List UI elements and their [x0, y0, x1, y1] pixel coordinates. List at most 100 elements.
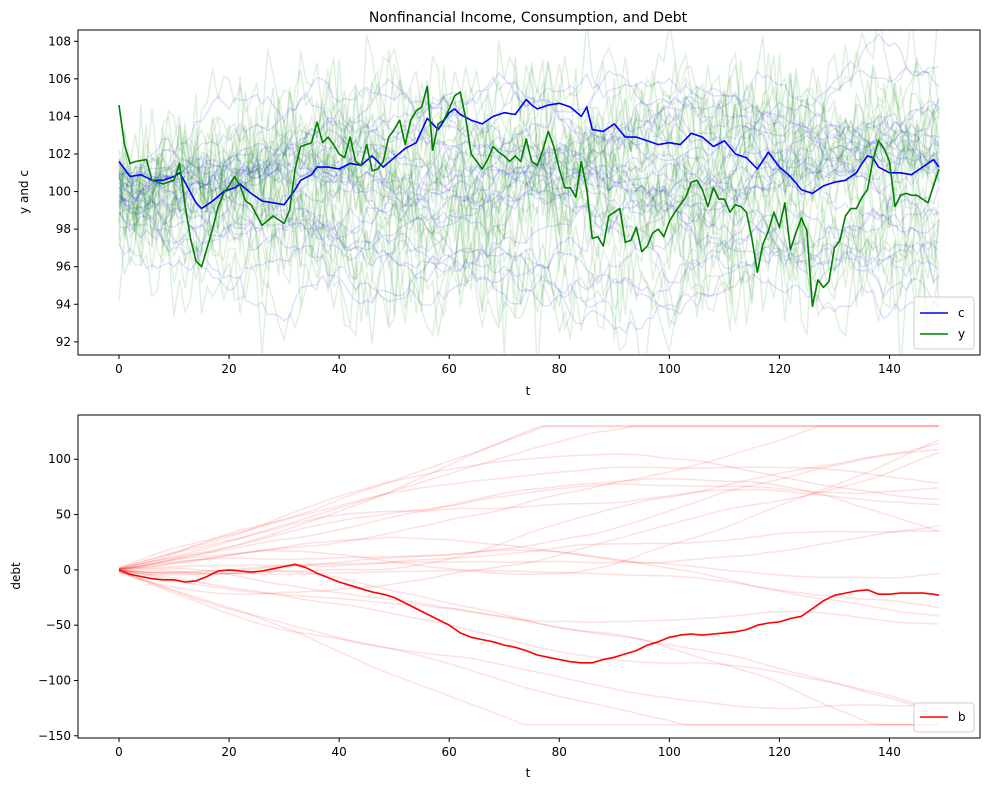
top-x-tick-label: 120 — [768, 362, 791, 376]
background-path-c — [118, 102, 940, 233]
background-path-b — [118, 571, 939, 710]
background-path-b — [118, 466, 940, 570]
bottom-x-tick-label: 20 — [221, 745, 236, 759]
top-y-axis-label: y and c — [17, 170, 31, 214]
background-path-b — [118, 525, 940, 570]
background-path-b — [118, 570, 939, 726]
background-path-y — [118, 172, 940, 340]
background-path-b — [118, 530, 939, 574]
background-path-y — [118, 216, 940, 355]
background-path-y — [118, 30, 940, 237]
top-chart-title: Nonfinancial Income, Consumption, and De… — [369, 10, 688, 26]
background-path-y — [118, 34, 940, 209]
background-path-b — [118, 453, 940, 570]
background-path-y — [118, 30, 940, 246]
bottom-y-axis-label: debt — [9, 562, 23, 590]
top-y-ticks: 92 94 96 98 100 102 104 106 108 — [48, 34, 78, 349]
top-series — [118, 85, 940, 308]
background-path-c — [118, 146, 940, 241]
top-x-tick-label: 60 — [442, 362, 457, 376]
background-path-c — [118, 32, 940, 220]
bottom-y-tick-label: 100 — [48, 452, 71, 466]
background-path-y — [118, 124, 940, 271]
background-path-c — [118, 100, 940, 201]
series-line-b — [118, 563, 940, 664]
background-path-c — [118, 209, 940, 308]
background-path-b — [118, 425, 939, 570]
background-path-c — [118, 206, 940, 322]
background-path-y — [118, 56, 940, 222]
top-y-tick-label: 102 — [48, 147, 71, 161]
background-path-y — [118, 165, 940, 331]
background-path-b — [118, 448, 940, 571]
bottom-x-tick-label: 0 — [115, 745, 123, 759]
background-path-b — [118, 549, 940, 617]
background-path-c — [118, 199, 940, 284]
background-path-y — [118, 62, 940, 269]
bottom-y-ticks: −150 −100 −50 0 50 100 — [38, 452, 78, 743]
bottom-y-tick-label: −50 — [46, 618, 71, 632]
background-path-b — [118, 439, 940, 576]
background-path-b — [118, 425, 939, 570]
top-y-tick-label: 100 — [48, 185, 71, 199]
background-path-b — [118, 570, 940, 625]
top-legend: c y — [913, 296, 975, 350]
background-path-b — [118, 570, 939, 726]
background-path-y — [118, 116, 940, 309]
background-path-y — [118, 134, 940, 322]
top-x-tick-label: 140 — [878, 362, 901, 376]
bottom-x-tick-label: 40 — [331, 745, 346, 759]
series-line-c — [118, 98, 940, 210]
legend-label-c: c — [958, 306, 965, 320]
bottom-x-ticks: 0 20 40 60 80 100 120 140 — [115, 738, 901, 759]
background-path-b — [118, 425, 939, 571]
background-path-b — [118, 478, 940, 570]
background-path-c — [118, 164, 940, 256]
background-path-y — [118, 154, 940, 336]
background-path-c — [118, 69, 940, 194]
bottom-legend: b — [913, 702, 975, 733]
top-plot-frame — [77, 29, 981, 356]
background-path-y — [118, 30, 938, 252]
top-x-ticks: 0 20 40 60 80 100 120 140 — [115, 355, 901, 376]
background-path-y — [118, 103, 940, 271]
top-x-tick-label: 0 — [115, 362, 123, 376]
background-path-b — [118, 451, 940, 595]
bottom-y-tick-label: 0 — [63, 563, 71, 577]
background-path-c — [118, 108, 940, 226]
background-path-c — [118, 135, 940, 232]
bottom-series — [118, 563, 940, 664]
bottom-x-tick-label: 120 — [768, 745, 791, 759]
background-path-c — [118, 66, 940, 223]
background-path-b — [118, 549, 940, 609]
top-x-axis-label: t — [526, 384, 531, 398]
top-y-tick-label: 98 — [56, 222, 71, 236]
bottom-x-axis-label: t — [526, 766, 531, 780]
top-background-paths — [118, 30, 940, 355]
background-path-y — [118, 40, 940, 240]
background-path-c — [118, 243, 940, 334]
top-y-tick-label: 106 — [48, 72, 71, 86]
background-path-c — [118, 95, 940, 226]
background-path-b — [118, 442, 940, 575]
income-consumption-panel: Nonfinancial Income, Consumption, and De… — [17, 10, 981, 398]
bottom-plot-frame — [77, 414, 981, 739]
bottom-x-tick-label: 100 — [658, 745, 681, 759]
background-path-b — [118, 488, 940, 570]
background-path-b — [118, 425, 939, 569]
top-y-tick-label: 96 — [56, 260, 71, 274]
bottom-x-tick-label: 60 — [442, 745, 457, 759]
top-x-tick-label: 100 — [658, 362, 681, 376]
background-path-b — [118, 483, 940, 570]
background-path-c — [118, 126, 940, 221]
background-path-y — [118, 76, 940, 240]
top-x-tick-label: 20 — [221, 362, 236, 376]
top-y-tick-label: 108 — [48, 34, 71, 48]
top-y-tick-label: 104 — [48, 109, 71, 123]
bottom-background-paths — [118, 425, 940, 726]
top-x-tick-label: 80 — [552, 362, 567, 376]
bottom-y-tick-label: −100 — [38, 673, 71, 687]
bottom-y-tick-label: 50 — [56, 508, 71, 522]
